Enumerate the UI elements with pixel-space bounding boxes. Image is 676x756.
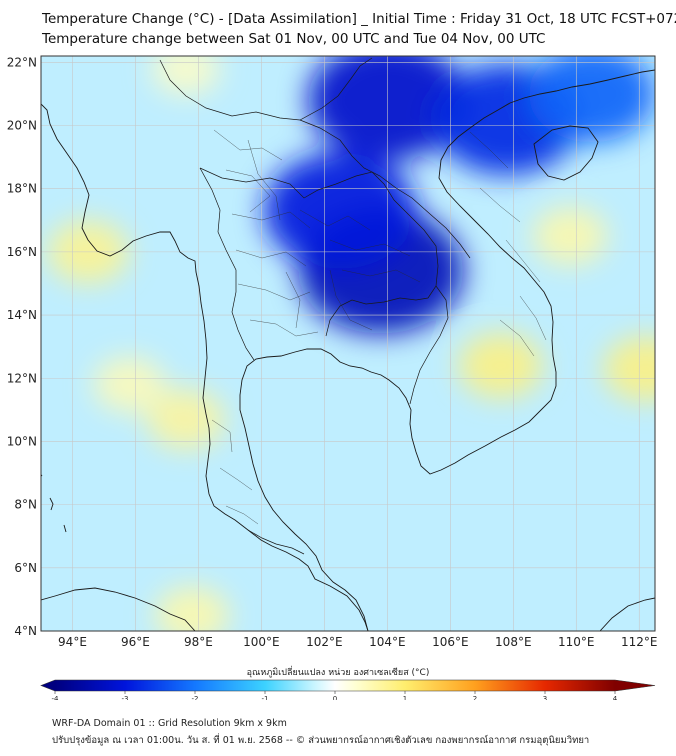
coastline-sumatra	[41, 587, 196, 631]
map-frame	[40, 55, 656, 632]
province-lines-south	[211, 419, 259, 525]
province-lines-north	[213, 129, 421, 283]
anomaly-warming-south-vietnam	[458, 332, 544, 399]
lat-tick-label: 4°N	[14, 624, 37, 638]
lat-tick-label: 12°N	[7, 371, 37, 385]
lat-tick-label: 8°N	[14, 498, 37, 512]
lat-tick-label: 18°N	[7, 182, 37, 196]
border-myanmar-china	[159, 57, 373, 121]
lat-tick-label: 10°N	[7, 434, 37, 448]
anomaly-warming-sumatra-north	[154, 586, 230, 631]
colorbar-min-arrow	[41, 680, 55, 691]
colorbar-tick-label: -1	[262, 695, 269, 700]
lat-tick-label: 22°N	[7, 55, 37, 69]
anomaly-warming-andaman-sea	[146, 388, 226, 450]
anomaly-warming-hainan-east	[532, 206, 608, 266]
lat-tick-label: 6°N	[14, 561, 37, 575]
colorbar-title: อุณหภูมิเปลี่ยนแปลง หน่วย องศาเซลเซียส (…	[246, 668, 430, 678]
province-lines-vietnam	[469, 131, 547, 357]
colorbar-tick-label: 1	[403, 695, 407, 700]
footer-credit: ปรับปรุงข้อมูล ณ เวลา 01:00น. วัน ส. ที่…	[52, 735, 590, 746]
border-myanmar-thailand	[199, 167, 255, 361]
coastline-gulf-of-thailand	[239, 69, 655, 631]
colorbar-tick-label: -2	[192, 695, 199, 700]
anomaly-warming-andaman-west	[93, 356, 166, 413]
lon-tick-label: 104°E	[369, 635, 406, 649]
temperature-change-map: 22°N 20°N 18°N 16°N 14°N 12°N 10°N 8°N 6°N 4°N 94°…	[7, 55, 658, 700]
lat-tick-label: 16°N	[7, 245, 37, 259]
coastline-hainan	[533, 125, 599, 181]
lon-tick-label: 94°E	[58, 635, 87, 649]
province-lines-central	[235, 249, 373, 337]
anomaly-warming-east-sea	[603, 335, 655, 402]
colorbar-tick-label: 2	[473, 695, 477, 700]
lat-tick-label: 20°N	[7, 119, 37, 133]
anomaly-warming-yunnan-west	[151, 56, 221, 96]
colorbar-tick-label: 4	[613, 695, 618, 700]
map-title-line-1: Temperature Change (°C) - [Data Assimila…	[42, 11, 676, 27]
lon-tick-label: 106°E	[432, 635, 469, 649]
border-thailand-laos-cambodia	[199, 167, 439, 337]
colorbar-tick-label: 0	[333, 695, 337, 700]
lon-tick-label: 108°E	[495, 635, 532, 649]
anomaly-cooling-laos	[264, 152, 417, 269]
lon-tick-label: 112°E	[621, 635, 658, 649]
lon-tick-label: 110°E	[558, 635, 595, 649]
lon-tick-label: 98°E	[184, 635, 213, 649]
colorbar-tick-label: -3	[122, 695, 129, 700]
colorbar-tick-label: 3	[543, 695, 547, 700]
anomaly-cooling-south-china-sea	[528, 56, 655, 143]
lon-tick-label: 102°E	[306, 635, 343, 649]
lat-tick-label: 14°N	[7, 308, 37, 322]
map-title-line-2: Temperature change between Sat 01 Nov, 0…	[42, 31, 546, 47]
colorbar-gradient	[55, 680, 615, 691]
coastline-mainland	[41, 103, 369, 631]
lon-tick-label: 96°E	[121, 635, 150, 649]
footer-model-info: WRF-DA Domain 01 :: Grid Resolution 9km …	[52, 718, 287, 729]
colorbar-max-arrow	[615, 680, 655, 691]
border-cambodia-vietnam	[409, 285, 449, 405]
border-laos-vietnam	[299, 119, 471, 259]
colorbar: -4 -3 -2 -1 0 1 2 3 4	[40, 679, 656, 700]
colorbar-tick-label: -4	[52, 695, 60, 700]
lon-tick-label: 100°E	[243, 635, 280, 649]
border-thailand-malaysia	[247, 529, 305, 555]
coastline-borneo	[599, 597, 655, 631]
